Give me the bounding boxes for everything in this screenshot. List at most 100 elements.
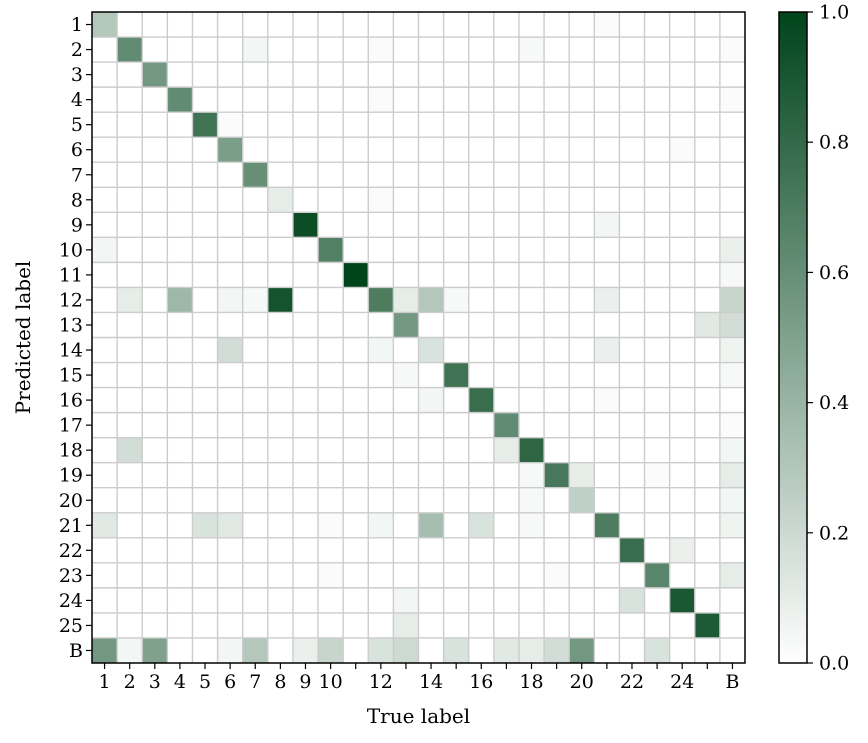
heatmap-cell bbox=[619, 62, 645, 88]
heatmap-cell bbox=[192, 387, 218, 413]
heatmap-cell bbox=[192, 437, 218, 463]
heatmap-cell bbox=[468, 162, 495, 188]
heatmap-cell bbox=[142, 337, 168, 363]
y-tick-label: 20 bbox=[59, 490, 83, 512]
heatmap-cell bbox=[292, 187, 319, 213]
heatmap-cell bbox=[418, 537, 444, 564]
heatmap-cell bbox=[594, 37, 620, 63]
heatmap-cell bbox=[343, 587, 369, 614]
heatmap-cell bbox=[292, 287, 319, 313]
heatmap-cell bbox=[518, 312, 545, 338]
heatmap-cell bbox=[142, 262, 168, 288]
heatmap-cell bbox=[594, 462, 620, 489]
heatmap-cell bbox=[518, 162, 545, 188]
heatmap-cell bbox=[343, 337, 369, 363]
x-tick-label: 14 bbox=[419, 671, 443, 693]
x-tick-label: B bbox=[725, 671, 739, 693]
heatmap-cell bbox=[468, 237, 495, 263]
heatmap-cell bbox=[443, 162, 470, 188]
heatmap-cell bbox=[343, 537, 369, 564]
heatmap-cell bbox=[644, 12, 670, 38]
heatmap-cell bbox=[167, 637, 193, 664]
heatmap-cell bbox=[443, 12, 470, 38]
heatmap-cell bbox=[669, 337, 696, 363]
x-axis-ticks: 1 2 3 4 5 6 7 8 9 10 12 14 16 18 20 22 24 B bbox=[99, 663, 739, 693]
heatmap-cell bbox=[267, 87, 294, 113]
heatmap-cell bbox=[242, 12, 269, 38]
heatmap-cell bbox=[669, 412, 696, 438]
heatmap-cell bbox=[443, 587, 470, 614]
heatmap-cell bbox=[117, 162, 143, 188]
heatmap-cell bbox=[619, 537, 645, 564]
heatmap-cell bbox=[368, 637, 394, 664]
heatmap-cell bbox=[318, 212, 344, 238]
heatmap-cell bbox=[569, 462, 595, 489]
heatmap-cell bbox=[117, 312, 143, 338]
heatmap-cell bbox=[619, 287, 645, 313]
heatmap-cell bbox=[644, 187, 670, 213]
colorbar-tick-label: 0.2 bbox=[819, 522, 849, 544]
heatmap-cell bbox=[292, 537, 319, 564]
heatmap-cell bbox=[493, 87, 520, 113]
heatmap-cell bbox=[117, 87, 143, 113]
heatmap-cell bbox=[368, 537, 394, 564]
heatmap-cell bbox=[167, 512, 193, 539]
heatmap-cell bbox=[669, 637, 696, 664]
heatmap-cell bbox=[719, 512, 746, 539]
heatmap-cell bbox=[569, 387, 595, 413]
heatmap-cell bbox=[192, 262, 218, 288]
heatmap-cell bbox=[192, 337, 218, 363]
heatmap-cell bbox=[493, 487, 520, 514]
heatmap-cell bbox=[518, 212, 545, 238]
heatmap-cell bbox=[292, 437, 319, 463]
heatmap-cell bbox=[192, 237, 218, 263]
heatmap-cell bbox=[117, 437, 143, 463]
heatmap-cell bbox=[468, 287, 495, 313]
heatmap-cell bbox=[142, 612, 168, 639]
heatmap-cell bbox=[443, 462, 470, 489]
heatmap-cell bbox=[619, 512, 645, 539]
heatmap-cell bbox=[544, 137, 570, 163]
x-tick-label: 6 bbox=[224, 671, 236, 693]
heatmap-cell bbox=[418, 237, 444, 263]
heatmap-cell bbox=[267, 337, 294, 363]
heatmap-cell bbox=[142, 12, 168, 38]
heatmap-cell bbox=[719, 37, 746, 63]
heatmap-cell bbox=[669, 437, 696, 463]
heatmap-cell bbox=[92, 462, 118, 489]
heatmap-cell bbox=[343, 387, 369, 413]
x-tick-label: 12 bbox=[369, 671, 393, 693]
heatmap-cell bbox=[217, 237, 243, 263]
heatmap-cell bbox=[242, 137, 269, 163]
heatmap-cell bbox=[544, 637, 570, 664]
y-tick-label: 5 bbox=[71, 114, 83, 136]
y-tick-label: 22 bbox=[59, 540, 83, 562]
heatmap-cell bbox=[92, 237, 118, 263]
heatmap-cell bbox=[267, 212, 294, 238]
heatmap-cell bbox=[493, 512, 520, 539]
heatmap-cell bbox=[92, 412, 118, 438]
heatmap-cell bbox=[669, 537, 696, 564]
x-axis-label: True label bbox=[367, 704, 470, 728]
heatmap bbox=[91, 11, 746, 664]
heatmap-cell bbox=[518, 12, 545, 38]
heatmap-cell bbox=[694, 62, 721, 88]
heatmap-cell bbox=[418, 87, 444, 113]
heatmap-cell bbox=[544, 437, 570, 463]
heatmap-cell bbox=[594, 537, 620, 564]
heatmap-cell bbox=[518, 462, 545, 489]
heatmap-cell bbox=[443, 387, 470, 413]
heatmap-cell bbox=[594, 187, 620, 213]
heatmap-cell bbox=[619, 562, 645, 589]
heatmap-cell bbox=[142, 212, 168, 238]
heatmap-cell bbox=[142, 112, 168, 138]
heatmap-cell bbox=[493, 387, 520, 413]
heatmap-cell bbox=[292, 387, 319, 413]
heatmap-cell bbox=[569, 362, 595, 388]
heatmap-cell bbox=[318, 387, 344, 413]
y-tick-label: 16 bbox=[59, 390, 83, 412]
heatmap-cell bbox=[694, 237, 721, 263]
heatmap-cell bbox=[117, 637, 143, 664]
heatmap-cell bbox=[167, 287, 193, 313]
heatmap-cell bbox=[167, 187, 193, 213]
